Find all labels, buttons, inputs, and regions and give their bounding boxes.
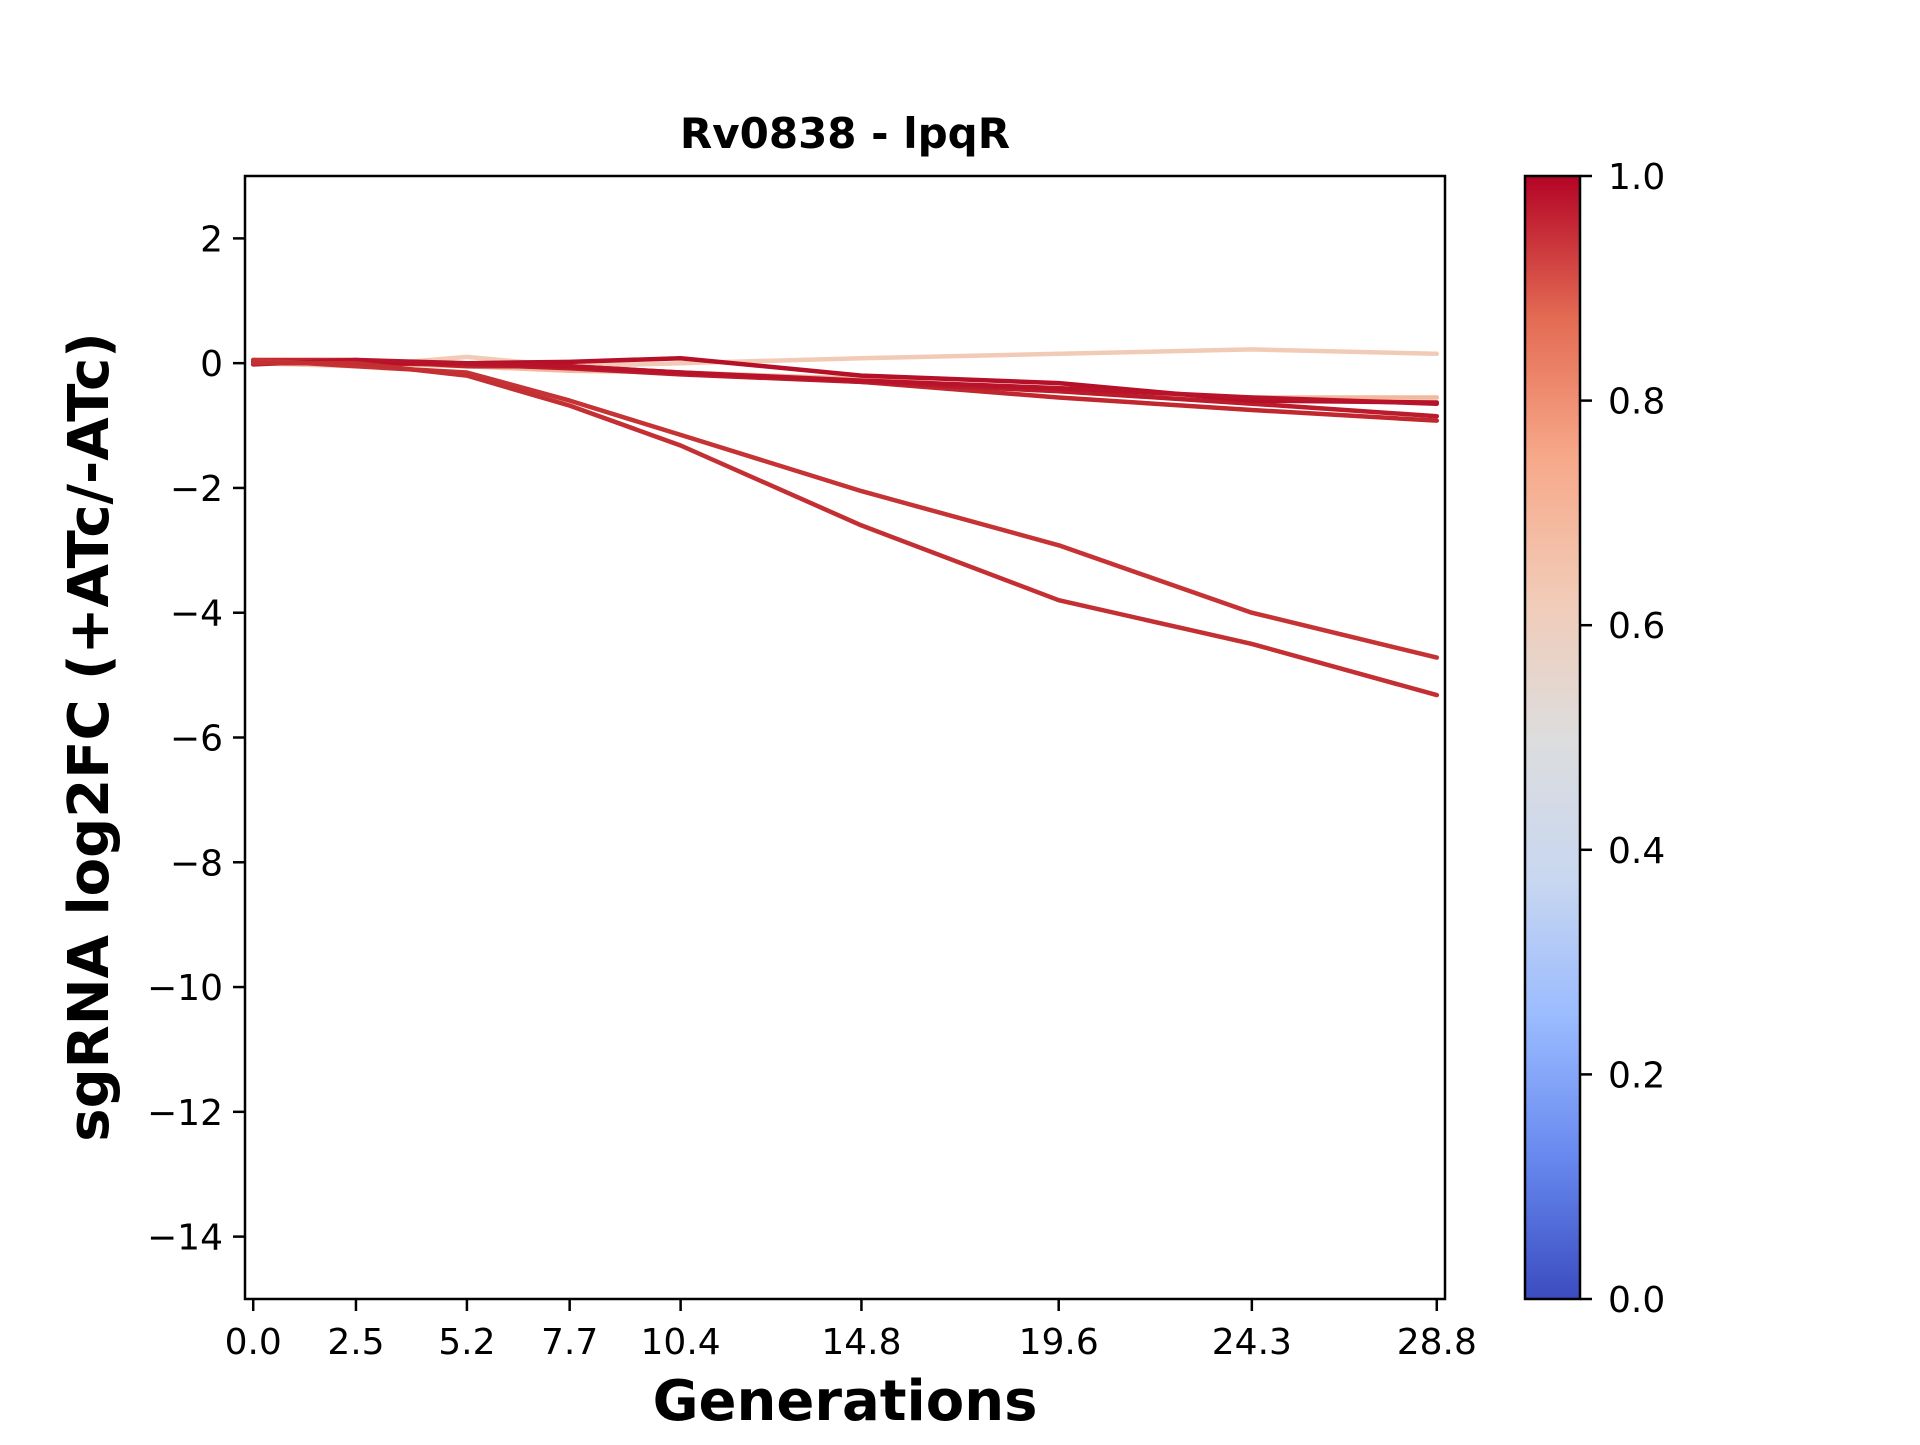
colorbar-gradient [1525,176,1580,1299]
x-tick-label: 28.8 [1397,1322,1477,1363]
y-tick-label: −12 [147,1093,223,1134]
x-axis: 0.0 2.5 5.2 7.7 10.4 14.8 19.6 24.3 28.8 [225,1299,1477,1363]
y-axis-label: sgRNA log2FC (+ATc/-ATc) [57,332,122,1142]
x-tick-label: 24.3 [1212,1322,1292,1363]
plot-area-frame [243,174,1447,1301]
y-tick-label: −2 [170,469,223,510]
x-axis-label: Generations [653,1369,1038,1434]
y-tick-label: −10 [147,968,223,1009]
x-tick-label: 10.4 [641,1322,721,1363]
colorbar: 0.0 0.2 0.4 0.6 0.8 1.0 [1523,157,1665,1321]
y-tick-label: −14 [147,1218,223,1259]
x-tick-label: 19.6 [1019,1322,1099,1363]
x-tick-label: 0.0 [225,1322,282,1363]
x-tick-label: 14.8 [821,1322,901,1363]
x-tick-label: 2.5 [327,1322,384,1363]
colorbar-tick-label: 1.0 [1608,157,1665,198]
colorbar-ticks: 0.0 0.2 0.4 0.6 0.8 1.0 [1580,157,1665,1321]
x-tick-label: 5.2 [438,1322,495,1363]
y-tick-label: −6 [170,719,223,760]
colorbar-tick-label: 0.4 [1608,831,1665,872]
series-line-8 [250,360,1440,698]
y-tick-label: −8 [170,843,223,884]
y-tick-label: 2 [200,219,223,260]
colorbar-tick-label: 0.2 [1608,1055,1665,1096]
chart-title: Rv0838 - lpqR [680,109,1010,158]
series-layer [250,347,1440,698]
colorbar-frame [1523,174,1582,1301]
y-axis: 2 0 −2 −4 −6 −8 −10 −12 −14 [147,219,245,1259]
colorbar-tick-label: 0.8 [1608,382,1665,423]
series-line-6 [250,357,1440,406]
y-tick-label: −4 [170,594,223,635]
x-tick-label: 7.7 [541,1322,598,1363]
y-tick-label: 0 [200,344,223,385]
colorbar-tick-label: 0.0 [1608,1280,1665,1321]
colorbar-tick-label: 0.6 [1608,606,1665,647]
